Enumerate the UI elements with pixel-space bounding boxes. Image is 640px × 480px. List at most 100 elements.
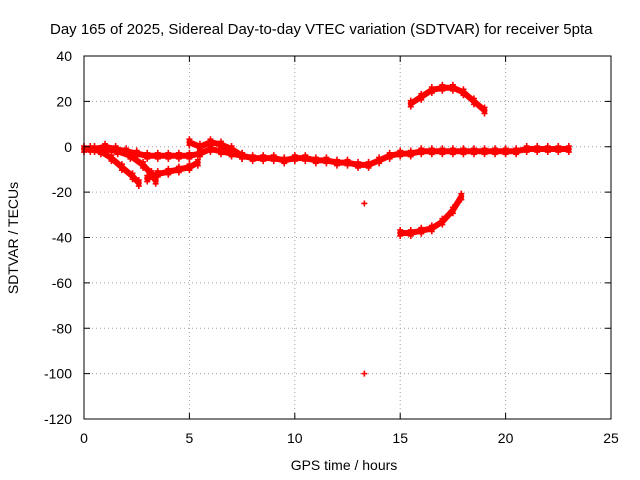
data-point-marker xyxy=(249,158,256,165)
data-point-marker xyxy=(154,149,161,156)
data-point-marker xyxy=(418,230,425,237)
data-point-marker xyxy=(228,149,235,156)
data-point-marker xyxy=(270,158,277,165)
y-tick-label: -80 xyxy=(52,320,72,336)
data-point-marker xyxy=(407,153,414,160)
data-point-marker xyxy=(397,226,404,233)
data-point-marker xyxy=(344,162,351,169)
data-point-marker xyxy=(333,156,340,163)
x-axis-label: GPS time / hours xyxy=(291,457,398,473)
data-point-marker xyxy=(481,151,488,158)
data-point-marker xyxy=(186,155,193,162)
data-point-marker xyxy=(397,153,404,160)
data-point-marker xyxy=(407,97,414,104)
data-point-marker xyxy=(502,151,509,158)
series-mid-arc xyxy=(186,136,246,162)
data-point-marker xyxy=(152,180,159,187)
data-point-marker xyxy=(129,176,136,183)
data-point-marker xyxy=(281,154,288,161)
data-point-marker xyxy=(291,152,298,159)
data-point-marker xyxy=(323,154,330,161)
data-point-marker xyxy=(439,151,446,158)
series-outlier-a xyxy=(361,200,368,207)
data-point-marker xyxy=(312,154,319,161)
data-point-marker xyxy=(114,145,121,152)
data-point-marker xyxy=(513,145,520,152)
data-point-marker xyxy=(135,177,142,184)
series-early-descending-arc-a xyxy=(87,143,142,190)
y-tick-label: -120 xyxy=(44,411,72,427)
data-point-marker xyxy=(428,84,435,91)
data-point-marker xyxy=(449,151,456,158)
data-point-marker xyxy=(186,136,193,143)
data-point-marker xyxy=(470,145,477,152)
data-point-marker xyxy=(249,152,256,159)
data-point-marker xyxy=(140,164,147,171)
series-band xyxy=(144,159,201,182)
data-point-marker xyxy=(228,143,235,150)
data-point-marker xyxy=(407,103,414,110)
data-point-marker xyxy=(154,155,161,162)
data-point-marker xyxy=(544,149,551,156)
data-point-marker xyxy=(397,232,404,239)
data-point-marker xyxy=(102,143,109,150)
data-point-marker xyxy=(270,152,277,159)
data-point-marker xyxy=(513,151,520,158)
data-point-marker xyxy=(196,153,203,160)
data-point-marker xyxy=(260,158,267,165)
data-point-marker xyxy=(123,145,130,152)
data-point-marker xyxy=(165,149,172,156)
y-tick-label: -40 xyxy=(52,230,72,246)
data-point-marker xyxy=(118,161,125,168)
data-point-marker xyxy=(428,228,435,235)
data-point-marker xyxy=(154,167,161,174)
data-point-marker xyxy=(418,96,425,103)
series-late-upper-arc xyxy=(407,81,488,117)
data-point-marker xyxy=(439,145,446,152)
data-point-marker xyxy=(386,155,393,162)
series-band xyxy=(186,139,246,159)
data-point-marker xyxy=(194,162,201,169)
series-band xyxy=(87,146,142,186)
series-outlier-b xyxy=(361,370,368,377)
x-tick-label: 15 xyxy=(392,430,408,446)
data-point-marker xyxy=(418,224,425,231)
data-point-marker xyxy=(481,104,488,111)
data-point-marker xyxy=(481,145,488,152)
data-point-marker xyxy=(439,221,446,228)
data-point-marker xyxy=(140,158,147,165)
data-point-marker xyxy=(407,226,414,233)
data-point-marker xyxy=(127,155,134,162)
x-tick-label: 5 xyxy=(186,430,194,446)
y-tick-label: -100 xyxy=(44,366,72,382)
data-point-marker xyxy=(207,136,214,143)
data-point-marker xyxy=(397,147,404,154)
data-point-marker xyxy=(428,222,435,229)
data-point-marker xyxy=(376,154,383,161)
data-point-marker xyxy=(144,155,151,162)
data-point-marker xyxy=(87,149,94,156)
data-point-marker xyxy=(439,81,446,88)
data-point-marker xyxy=(129,170,136,177)
x-tick-label: 10 xyxy=(287,430,303,446)
series-late-lower-arc xyxy=(397,190,465,239)
data-point-marker xyxy=(470,151,477,158)
data-point-marker xyxy=(186,142,193,149)
grid-lines xyxy=(84,56,611,419)
data-point-marker xyxy=(460,92,467,99)
plot-frame xyxy=(83,55,612,420)
data-point-marker xyxy=(207,149,214,156)
data-point-marker xyxy=(302,152,309,159)
data-point-marker xyxy=(127,149,134,156)
data-point-marker xyxy=(165,155,172,162)
data-point-marker xyxy=(165,165,172,172)
data-point-marker xyxy=(439,87,446,94)
data-point-marker xyxy=(281,160,288,167)
data-point-marker xyxy=(97,151,104,158)
x-tick-label: 25 xyxy=(603,430,619,446)
data-point-marker xyxy=(407,232,414,239)
data-point-marker xyxy=(492,151,499,158)
data-point-marker xyxy=(376,160,383,167)
data-point-marker xyxy=(544,143,551,150)
